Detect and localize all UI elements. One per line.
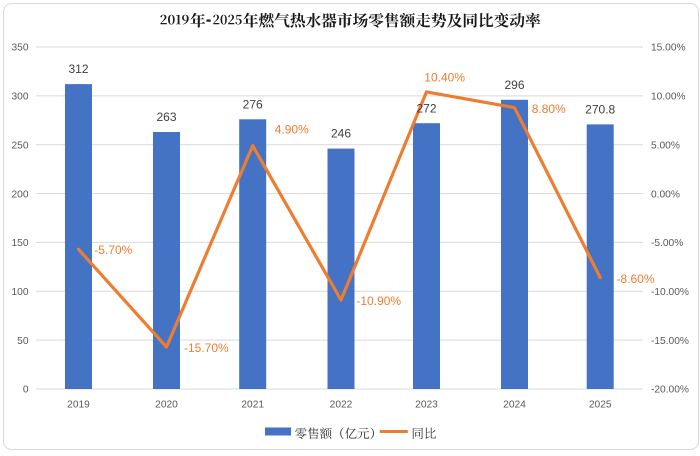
svg-text:2023: 2023: [415, 400, 438, 411]
svg-text:8.80%: 8.80%: [532, 102, 566, 116]
svg-text:2024: 2024: [503, 400, 526, 411]
svg-text:-8.60%: -8.60%: [617, 272, 655, 286]
svg-text:10.40%: 10.40%: [424, 70, 465, 84]
svg-text:2020: 2020: [155, 400, 178, 411]
svg-text:4.90%: 4.90%: [275, 122, 309, 136]
svg-text:296: 296: [504, 78, 524, 92]
svg-text:246: 246: [331, 127, 351, 141]
svg-text:263: 263: [156, 110, 176, 124]
svg-text:-20.00%: -20.00%: [651, 385, 689, 396]
svg-text:300: 300: [12, 92, 29, 103]
svg-text:250: 250: [12, 140, 29, 151]
svg-text:2021: 2021: [241, 400, 264, 411]
svg-text:350: 350: [12, 43, 29, 54]
svg-text:-15.70%: -15.70%: [184, 341, 229, 355]
svg-text:-10.90%: -10.90%: [356, 294, 401, 308]
svg-text:270.8: 270.8: [585, 103, 615, 117]
svg-text:272: 272: [416, 101, 436, 115]
svg-text:150: 150: [12, 238, 29, 249]
svg-text:200: 200: [12, 189, 29, 200]
svg-text:50: 50: [17, 336, 29, 347]
svg-text:100: 100: [12, 287, 29, 298]
svg-text:312: 312: [68, 62, 88, 76]
svg-text:2022: 2022: [330, 400, 353, 411]
svg-text:2019: 2019: [67, 400, 90, 411]
svg-text:15.00%: 15.00%: [651, 43, 686, 54]
svg-text:2025: 2025: [589, 400, 612, 411]
svg-text:-10.00%: -10.00%: [651, 287, 689, 298]
svg-text:0.00%: 0.00%: [651, 189, 680, 200]
svg-text:0: 0: [23, 385, 29, 396]
svg-text:5.00%: 5.00%: [651, 140, 680, 151]
svg-text:10.00%: 10.00%: [651, 92, 686, 103]
svg-text:-15.00%: -15.00%: [651, 336, 689, 347]
svg-text:276: 276: [243, 97, 263, 111]
svg-text:-5.00%: -5.00%: [651, 238, 683, 249]
svg-text:-5.70%: -5.70%: [94, 243, 132, 257]
